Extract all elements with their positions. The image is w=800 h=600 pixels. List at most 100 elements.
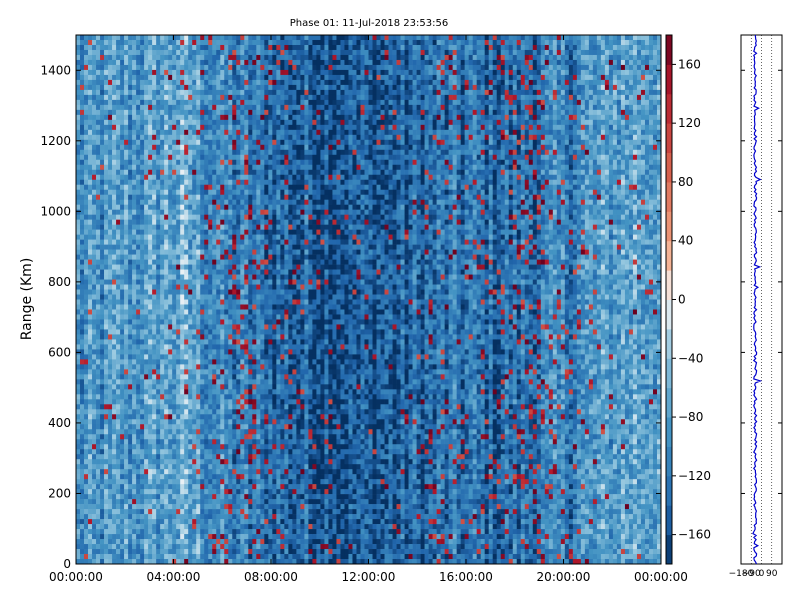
heatmap-cell — [144, 89, 149, 96]
heatmap-cell — [204, 429, 209, 435]
heatmap-cell — [200, 509, 205, 515]
heatmap-cell — [96, 359, 101, 365]
heatmap-cell — [164, 399, 169, 405]
heatmap-cell — [136, 274, 141, 280]
heatmap-cell — [152, 469, 157, 475]
heatmap-cell — [84, 364, 89, 370]
heatmap-cell — [220, 464, 225, 470]
heatmap-cell — [248, 309, 253, 315]
heatmap-cell — [232, 269, 237, 275]
heatmap-cell — [140, 139, 145, 146]
heatmap-cell — [252, 459, 257, 465]
heatmap-cell — [192, 89, 197, 96]
heatmap-cell — [176, 249, 181, 255]
heatmap-cell — [128, 499, 133, 505]
heatmap-cell — [180, 504, 185, 510]
heatmap-cell — [132, 214, 137, 220]
heatmap-cell — [84, 189, 89, 195]
heatmap-cell — [120, 534, 125, 540]
heatmap-cell — [184, 134, 189, 141]
heatmap-cell — [252, 414, 257, 420]
heatmap-cell — [104, 364, 109, 370]
heatmap-cell — [80, 154, 85, 161]
heatmap-cell — [156, 514, 161, 520]
heatmap-cell — [100, 234, 105, 240]
heatmap-cell — [80, 544, 85, 550]
heatmap-cell — [192, 69, 197, 76]
heatmap-cell — [244, 69, 249, 76]
heatmap-cell — [128, 139, 133, 146]
heatmap-cell — [224, 264, 229, 270]
heatmap-cell — [200, 199, 205, 205]
heatmap-cell — [240, 349, 245, 355]
heatmap-cell — [244, 384, 249, 390]
heatmap-cell — [228, 384, 233, 390]
heatmap-cell — [76, 464, 81, 470]
heatmap-cell — [216, 459, 221, 465]
heatmap-cell — [164, 279, 169, 285]
heatmap-cell — [212, 224, 217, 230]
heatmap-cell — [124, 199, 129, 205]
heatmap-cell — [164, 69, 169, 76]
heatmap-cell — [248, 344, 253, 350]
heatmap-cell — [256, 244, 261, 250]
heatmap-cell — [180, 559, 185, 565]
heatmap-cell — [180, 69, 185, 76]
heatmap-cell — [228, 274, 233, 280]
heatmap-cell — [212, 379, 217, 385]
heatmap-cell — [200, 524, 205, 530]
heatmap-cell — [180, 359, 185, 365]
heatmap-cell — [168, 74, 173, 81]
heatmap-cell — [88, 249, 93, 255]
heatmap-cell — [172, 344, 177, 350]
heatmap-cell — [140, 89, 145, 96]
heatmap-cell — [116, 39, 121, 46]
heatmap-cell — [236, 519, 241, 525]
heatmap-cell — [232, 399, 237, 405]
heatmap-cell — [200, 64, 205, 71]
heatmap-cell — [108, 329, 113, 335]
heatmap-cell — [252, 469, 257, 475]
heatmap-cell — [204, 524, 209, 530]
heatmap-cell — [220, 484, 225, 490]
heatmap-cell — [120, 479, 125, 485]
heatmap-cell — [120, 194, 125, 200]
heatmap-cell — [184, 364, 189, 370]
heatmap-cell — [212, 389, 217, 395]
heatmap-cell — [128, 249, 133, 255]
heatmap-cell — [204, 389, 209, 395]
heatmap-cell — [228, 434, 233, 440]
heatmap-cell — [260, 174, 265, 181]
heatmap-cell — [228, 254, 233, 260]
heatmap-cell — [208, 454, 213, 460]
heatmap-cell — [140, 469, 145, 475]
heatmap-cell — [140, 169, 145, 176]
heatmap-cell — [108, 374, 113, 380]
heatmap-cell — [160, 224, 165, 230]
heatmap-cell — [208, 474, 213, 480]
heatmap-cell — [200, 304, 205, 310]
heatmap-cell — [176, 54, 181, 61]
heatmap-cell — [168, 154, 173, 161]
heatmap-cell — [104, 244, 109, 250]
heatmap-cell — [176, 554, 181, 560]
heatmap-cell — [144, 134, 149, 141]
heatmap-cell — [232, 74, 237, 81]
heatmap-cell — [196, 324, 201, 330]
heatmap-cell — [96, 324, 101, 330]
heatmap-cell — [204, 464, 209, 470]
heatmap-cell — [176, 134, 181, 141]
heatmap-cell — [144, 79, 149, 86]
heatmap-cell — [184, 114, 189, 121]
heatmap-cell — [120, 229, 125, 235]
heatmap-cell — [248, 249, 253, 255]
heatmap-cell — [180, 129, 185, 136]
heatmap-cell — [108, 74, 113, 81]
heatmap-cell — [112, 299, 117, 305]
heatmap-cell — [192, 234, 197, 240]
heatmap-cell — [208, 249, 213, 255]
heatmap-cell — [140, 239, 145, 245]
heatmap-cell — [156, 394, 161, 400]
heatmap-cell — [156, 189, 161, 195]
heatmap-cell — [140, 519, 145, 525]
